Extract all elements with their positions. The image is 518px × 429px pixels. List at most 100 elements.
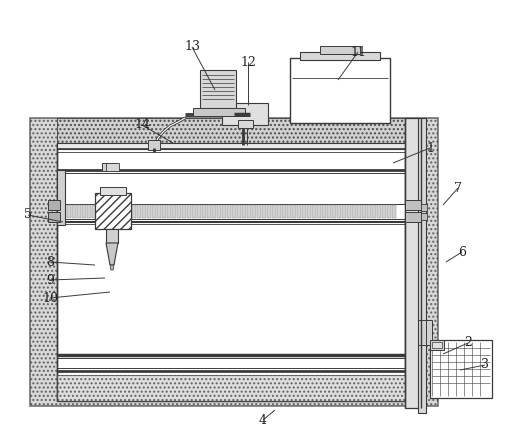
Bar	[372, 205, 376, 218]
Bar	[405, 212, 421, 222]
Bar	[67, 205, 71, 218]
Bar	[272, 205, 276, 218]
Bar	[162, 205, 166, 218]
Bar	[152, 205, 156, 218]
Bar	[382, 205, 386, 218]
Bar	[87, 205, 91, 218]
Bar	[92, 205, 96, 218]
Bar	[282, 205, 286, 218]
Bar	[172, 205, 176, 218]
Text: 7: 7	[454, 181, 462, 194]
Bar	[77, 205, 81, 218]
Bar	[72, 205, 76, 218]
Text: 11: 11	[350, 45, 366, 58]
Bar	[352, 205, 356, 218]
Text: 5: 5	[24, 208, 32, 221]
Text: 8: 8	[46, 256, 54, 269]
Bar	[332, 205, 336, 218]
Bar	[297, 205, 301, 218]
Bar	[227, 205, 231, 218]
Bar	[357, 205, 361, 218]
Text: 2: 2	[464, 336, 472, 350]
Bar	[430, 340, 492, 398]
Bar	[106, 163, 119, 171]
Bar	[57, 143, 405, 149]
Text: 6: 6	[458, 245, 466, 259]
Bar	[322, 205, 326, 218]
Bar	[217, 205, 221, 218]
Bar	[242, 205, 246, 218]
Bar	[127, 205, 131, 218]
Bar	[257, 205, 261, 218]
Bar	[97, 205, 101, 218]
Bar	[337, 205, 341, 218]
Bar	[405, 200, 421, 210]
Bar	[177, 205, 181, 218]
Bar	[202, 205, 206, 218]
Bar	[367, 205, 371, 218]
Bar	[418, 320, 432, 345]
Bar	[377, 205, 381, 218]
Bar	[82, 205, 86, 218]
Bar	[102, 163, 116, 171]
Bar	[147, 205, 151, 218]
Bar	[122, 205, 126, 218]
Bar	[307, 205, 311, 218]
Text: 13: 13	[184, 40, 200, 54]
Bar	[232, 205, 236, 218]
Bar	[106, 229, 118, 243]
Bar	[57, 143, 405, 401]
Text: 1: 1	[426, 142, 434, 154]
Bar	[362, 205, 366, 218]
Bar	[57, 170, 65, 225]
Bar	[342, 205, 346, 218]
Polygon shape	[110, 265, 114, 270]
Bar	[432, 342, 442, 348]
Text: 10: 10	[42, 291, 58, 305]
Bar	[132, 205, 136, 218]
Bar	[48, 212, 60, 222]
Bar	[142, 205, 146, 218]
Bar	[347, 205, 351, 218]
Bar	[387, 205, 391, 218]
Bar	[137, 205, 141, 218]
Bar	[327, 205, 331, 218]
Bar	[30, 118, 438, 406]
Bar	[197, 205, 201, 218]
Bar	[222, 205, 226, 218]
Bar	[252, 205, 256, 218]
Bar	[237, 205, 241, 218]
Bar	[312, 205, 316, 218]
Bar	[247, 205, 251, 218]
Polygon shape	[106, 243, 118, 265]
Bar	[193, 108, 245, 116]
Bar	[148, 140, 160, 150]
Bar	[212, 205, 216, 218]
Bar	[102, 205, 106, 218]
Bar	[418, 118, 426, 413]
Bar	[421, 204, 427, 211]
Bar	[421, 213, 427, 220]
Text: 3: 3	[481, 359, 489, 372]
Bar	[107, 205, 111, 218]
Bar	[48, 200, 60, 210]
Bar	[57, 204, 405, 219]
Bar	[100, 187, 126, 195]
Bar	[222, 103, 268, 125]
Bar	[157, 205, 161, 218]
Bar	[300, 52, 380, 60]
Bar	[167, 205, 171, 218]
Bar	[57, 118, 405, 146]
Bar	[302, 205, 306, 218]
Bar	[317, 205, 321, 218]
Bar	[430, 340, 444, 350]
Bar	[262, 205, 266, 218]
Bar	[277, 205, 281, 218]
Bar	[320, 46, 360, 54]
Text: 4: 4	[259, 414, 267, 426]
Bar	[287, 205, 291, 218]
Bar	[117, 205, 121, 218]
Bar	[238, 120, 253, 128]
Bar	[112, 205, 116, 218]
Bar	[207, 205, 211, 218]
